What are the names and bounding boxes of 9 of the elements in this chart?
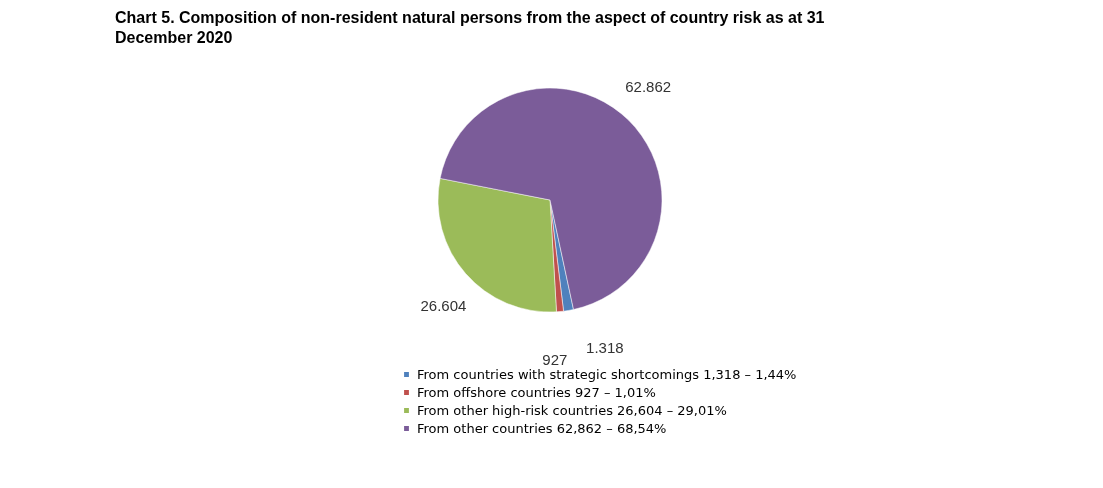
- data-label: 62.862: [625, 77, 672, 95]
- legend-label: From countries with strategic shortcomings 1,318 – 1,44%: [417, 366, 797, 382]
- legend-label: From other countries 62,862 – 68,54%: [417, 420, 667, 436]
- data-label: 26.604: [420, 296, 467, 314]
- chart-title: Chart 5. Composition of non-resident natural persons from the aspect of country risk as at 31 December 2020: [115, 9, 825, 46]
- data-label: 1.318: [586, 338, 624, 356]
- legend-label: From other high-risk countries 26,604 – 29,01%: [417, 402, 727, 418]
- data-label: 927: [542, 350, 568, 368]
- legend-label: From offshore countries 927 – 1,01%: [417, 384, 656, 400]
